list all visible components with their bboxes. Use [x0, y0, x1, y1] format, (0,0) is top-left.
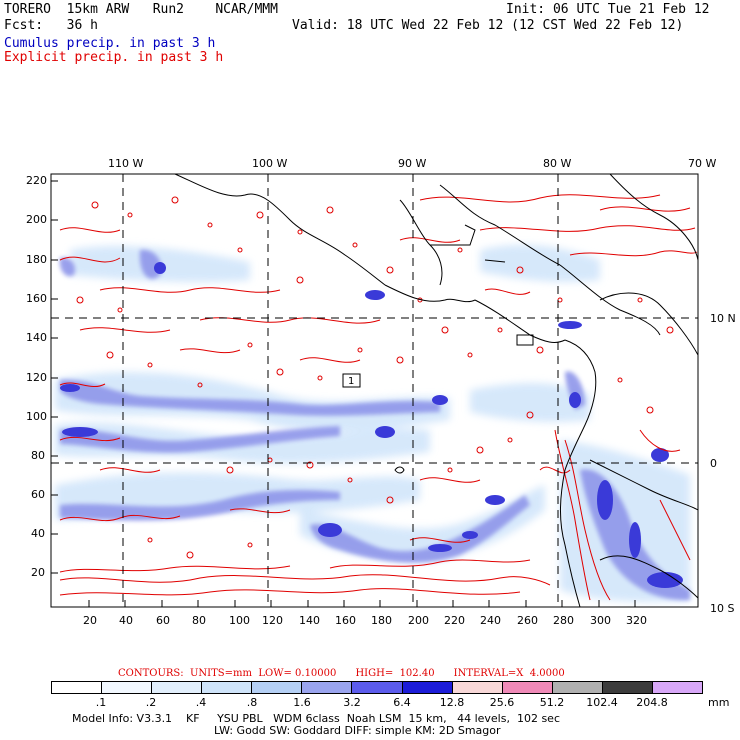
- x-tick: 140: [299, 614, 320, 627]
- legend-label: 1.6: [293, 696, 311, 709]
- inset-box-label: 1: [348, 376, 355, 387]
- x-tick: 120: [262, 614, 283, 627]
- legend-swatch: [52, 682, 103, 693]
- model-info: Model Info: V3.3.1 KF YSU PBL WDM 6class…: [72, 712, 560, 725]
- y-tick: 180: [26, 253, 47, 266]
- legend-swatch: [352, 682, 403, 693]
- legend-swatch: [152, 682, 203, 693]
- legend-label: .1: [95, 696, 107, 709]
- y-tick: 140: [26, 331, 47, 344]
- cumulus-field-label: Cumulus precip. in past 3 h: [4, 36, 216, 51]
- lon-label-110w: 110 W: [108, 157, 144, 170]
- x-tick: 80: [192, 614, 206, 627]
- legend-label: 3.2: [343, 696, 361, 709]
- legend-label: 25.6: [489, 696, 515, 709]
- valid-time: Valid: 18 UTC Wed 22 Feb 12 (12 CST Wed …: [292, 18, 684, 33]
- map-frame: [50, 173, 699, 608]
- contours-info: CONTOURS: UNITS=mm LOW= 0.10000 HIGH= 10…: [118, 668, 565, 679]
- lat-label-10s: 10 S: [710, 602, 735, 615]
- y-tick: 200: [26, 213, 47, 226]
- legend-swatch: [202, 682, 253, 693]
- legend-swatch: [302, 682, 353, 693]
- x-tick: 100: [229, 614, 250, 627]
- y-tick: 20: [31, 566, 45, 579]
- forecast-hour: Fcst: 36 h: [4, 18, 98, 33]
- x-tick: 60: [156, 614, 170, 627]
- legend-label: 204.8: [636, 696, 668, 709]
- y-tick: 120: [26, 371, 47, 384]
- lon-label-80w: 80 W: [543, 157, 572, 170]
- x-tick: 180: [371, 614, 392, 627]
- lat-label-0: 0: [710, 457, 717, 470]
- lon-label-90w: 90 W: [398, 157, 427, 170]
- explicit-field-label: Explicit precip. in past 3 h: [4, 50, 224, 65]
- x-tick: 300: [590, 614, 611, 627]
- axis-ticks: [51, 180, 636, 607]
- inset-box-small: [516, 334, 534, 346]
- lon-label-70w: 70 W: [688, 157, 717, 170]
- x-tick: 20: [83, 614, 97, 627]
- legend-swatch: [452, 682, 503, 693]
- y-tick: 40: [31, 527, 45, 540]
- model-physics: LW: Godd SW: Goddard DIFF: simple KM: 2D…: [214, 724, 501, 737]
- legend-label: 6.4: [393, 696, 411, 709]
- legend-label: .2: [145, 696, 157, 709]
- x-tick: 160: [335, 614, 356, 627]
- legend-label: .8: [246, 696, 258, 709]
- inset-box-1: [342, 373, 361, 388]
- y-tick: 100: [26, 410, 47, 423]
- cumulus-heavy-area: [60, 262, 683, 588]
- init-time: Init: 06 UTC Tue 21 Feb 12: [506, 2, 710, 17]
- explicit-precip-contours: [59, 194, 698, 601]
- x-tick: 40: [119, 614, 133, 627]
- legend-swatch: [652, 682, 703, 693]
- x-tick: 200: [408, 614, 429, 627]
- legend-swatch: [502, 682, 553, 693]
- y-tick: 220: [26, 174, 47, 187]
- legend-swatch: [402, 682, 453, 693]
- y-tick: 60: [31, 488, 45, 501]
- legend-label: 102.4: [586, 696, 618, 709]
- legend-swatch: [602, 682, 653, 693]
- y-tick: 80: [31, 449, 45, 462]
- graticule: [51, 174, 698, 607]
- lat-label-10n: 10 N: [710, 312, 736, 325]
- x-tick: 220: [444, 614, 465, 627]
- lon-label-100w: 100 W: [252, 157, 288, 170]
- legend-label: 51.2: [539, 696, 565, 709]
- x-tick: 320: [626, 614, 647, 627]
- color-legend: [51, 681, 703, 694]
- legend-swatch: [552, 682, 603, 693]
- legend-label: .4: [195, 696, 207, 709]
- legend-swatch: [102, 682, 153, 693]
- x-tick: 280: [553, 614, 574, 627]
- legend-label: 12.8: [439, 696, 465, 709]
- x-tick: 240: [480, 614, 501, 627]
- legend-unit: mm: [708, 696, 730, 709]
- legend-swatch: [252, 682, 303, 693]
- model-title: TORERO 15km ARW Run2 NCAR/MMM: [4, 2, 278, 17]
- y-tick: 160: [26, 292, 47, 305]
- explicit-precip-cells: [76, 196, 674, 559]
- x-tick: 260: [517, 614, 538, 627]
